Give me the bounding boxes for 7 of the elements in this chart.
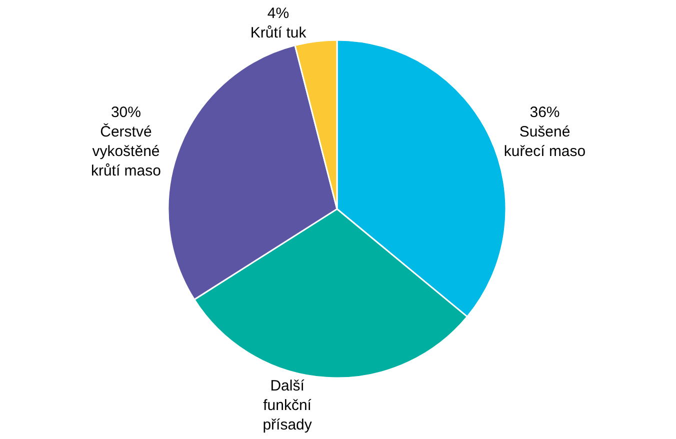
slice-label: Sušené kuřecí maso: [504, 123, 586, 160]
data-label: 4%: [267, 5, 290, 22]
slice-label: Krůtí tuk: [250, 24, 307, 42]
data-label: 36%: [530, 104, 560, 121]
slice-label: Další funkční přísady: [262, 378, 312, 434]
data-label: 30%: [110, 104, 141, 121]
slice-label: Čerstvé vykoštěné krůtí maso: [90, 122, 161, 180]
